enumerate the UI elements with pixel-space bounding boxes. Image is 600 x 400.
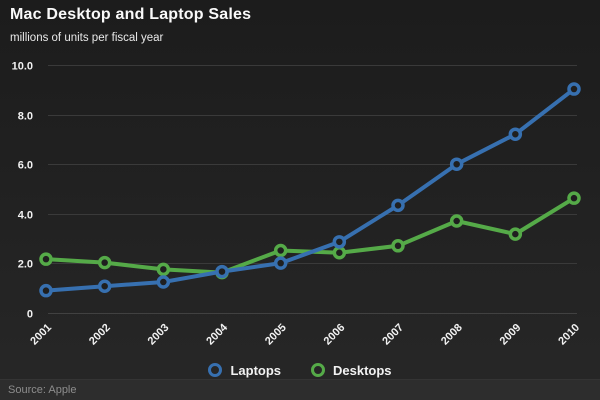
desktops-data-point [156,262,171,277]
source-text: Source: Apple [8,384,77,396]
legend: Laptops Desktops [0,361,600,379]
x-axis-tick-label: 2002 [87,322,113,348]
source-bar: Source: Apple [0,379,600,400]
legend-item-desktops: Desktops [311,363,392,378]
y-axis-tick-label: 8.0 [18,111,33,123]
laptops-data-point [567,82,581,96]
desktops-data-point [449,214,464,228]
desktops-data-point [39,252,53,266]
laptops-data-point [39,283,53,298]
x-axis-tick-label: 2003 [146,322,172,348]
x-axis-tick-label: 2006 [322,322,348,348]
x-axis-tick-label: 2005 [263,322,289,348]
desktops-series-marker-icon [311,363,326,377]
desktops-data-point [97,255,112,270]
laptops-data-point [215,264,229,279]
desktops-line [44,196,576,275]
x-axis-tick-label: 2009 [498,322,524,348]
x-axis-tick-label: 2008 [439,322,465,348]
desktops-data-point [391,239,405,253]
chart-title: Mac Desktop and Laptop Sales [10,6,252,23]
laptops-data-point [156,275,171,289]
legend-label-laptops: Laptops [230,362,282,378]
laptops-data-point [391,198,405,213]
laptops-data-point [449,157,464,171]
x-axis-tick-label: 2010 [556,322,582,348]
x-axis-tick-label: 2004 [204,321,230,347]
desktops-data-point [508,227,523,241]
chart-subtitle: millions of units per fiscal year [10,32,164,44]
y-axis-tick-label: 2.0 [18,259,33,271]
y-axis-tick-label: 4.0 [18,210,33,222]
y-axis-tick-label: 6.0 [18,160,33,172]
laptops-data-point [273,256,288,270]
x-axis-tick-label: 2007 [380,322,406,348]
legend-label-desktops: Desktops [333,362,392,378]
y-axis-tick-label: 0 [27,309,33,321]
laptops-data-point [508,127,523,141]
laptops-data-point [332,235,347,249]
laptops-series-marker-icon [208,363,223,377]
legend-item-laptops: Laptops [208,363,281,378]
laptops-line [44,87,576,293]
laptops-data-point [97,279,112,293]
x-axis-tick-label: 2001 [28,322,54,348]
y-axis-tick-label: 10.0 [12,61,33,73]
desktops-data-point [567,191,581,205]
desktops-data-point [273,243,288,258]
desktops-data-point [332,245,347,260]
